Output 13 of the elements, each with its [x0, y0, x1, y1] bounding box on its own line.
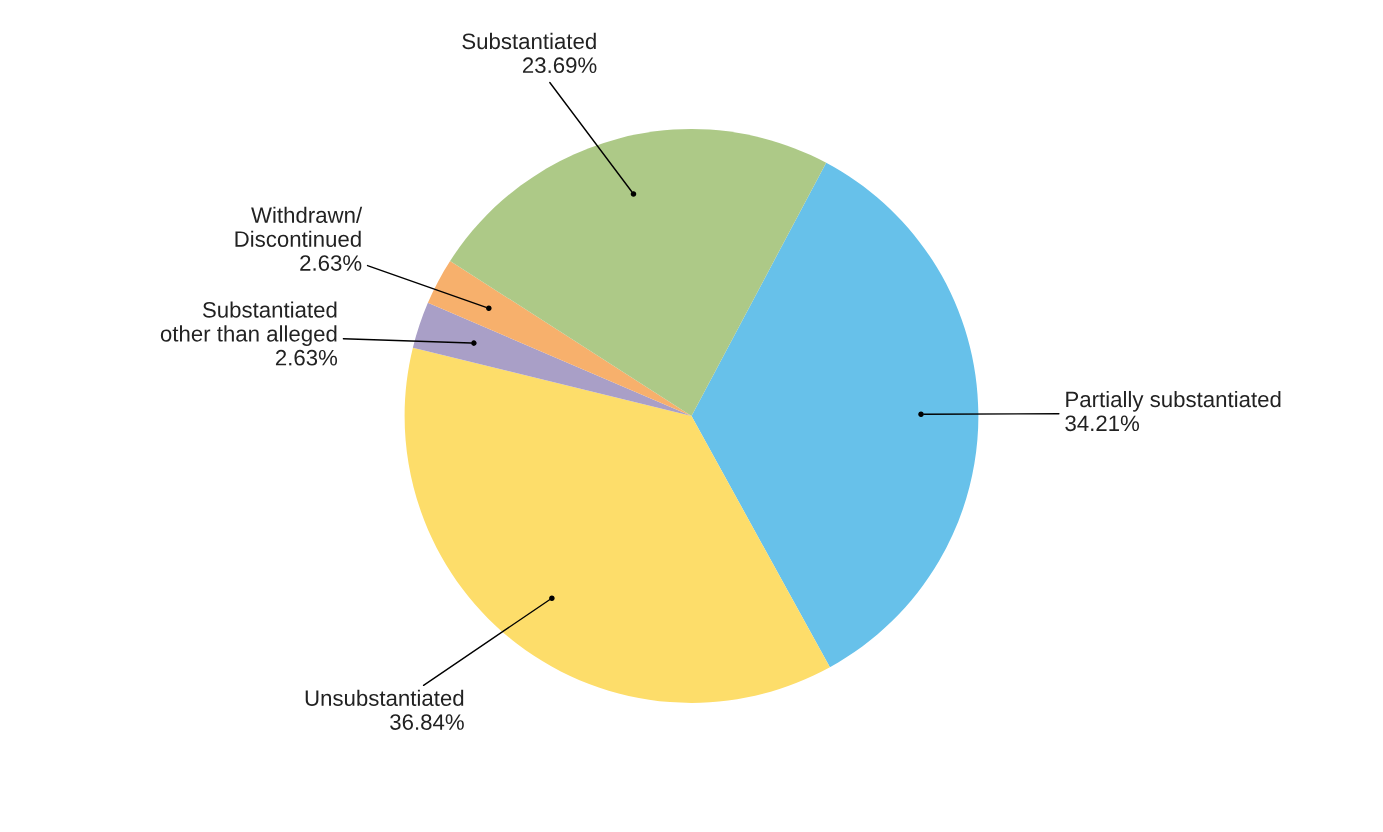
slice-label: Substantiated — [462, 32, 596, 50]
data-label: 23.69% — [522, 57, 597, 74]
data-label: 2.63% — [300, 255, 362, 271]
pie-slice — [691, 162, 979, 668]
data-label: 34.21% — [1065, 415, 1140, 432]
slice-label: Unsubstantiated — [305, 689, 464, 707]
slice-label: Substantiated other than alleged — [160, 301, 337, 347]
slice-label: Partially substantiated — [1066, 390, 1281, 412]
pie-slice — [450, 129, 827, 416]
pie-slice — [427, 260, 692, 416]
slice-label: Withdrawn/ Discontinued — [235, 206, 363, 247]
data-label: 36.84% — [390, 714, 464, 730]
data-label: 2.63% — [275, 349, 338, 366]
